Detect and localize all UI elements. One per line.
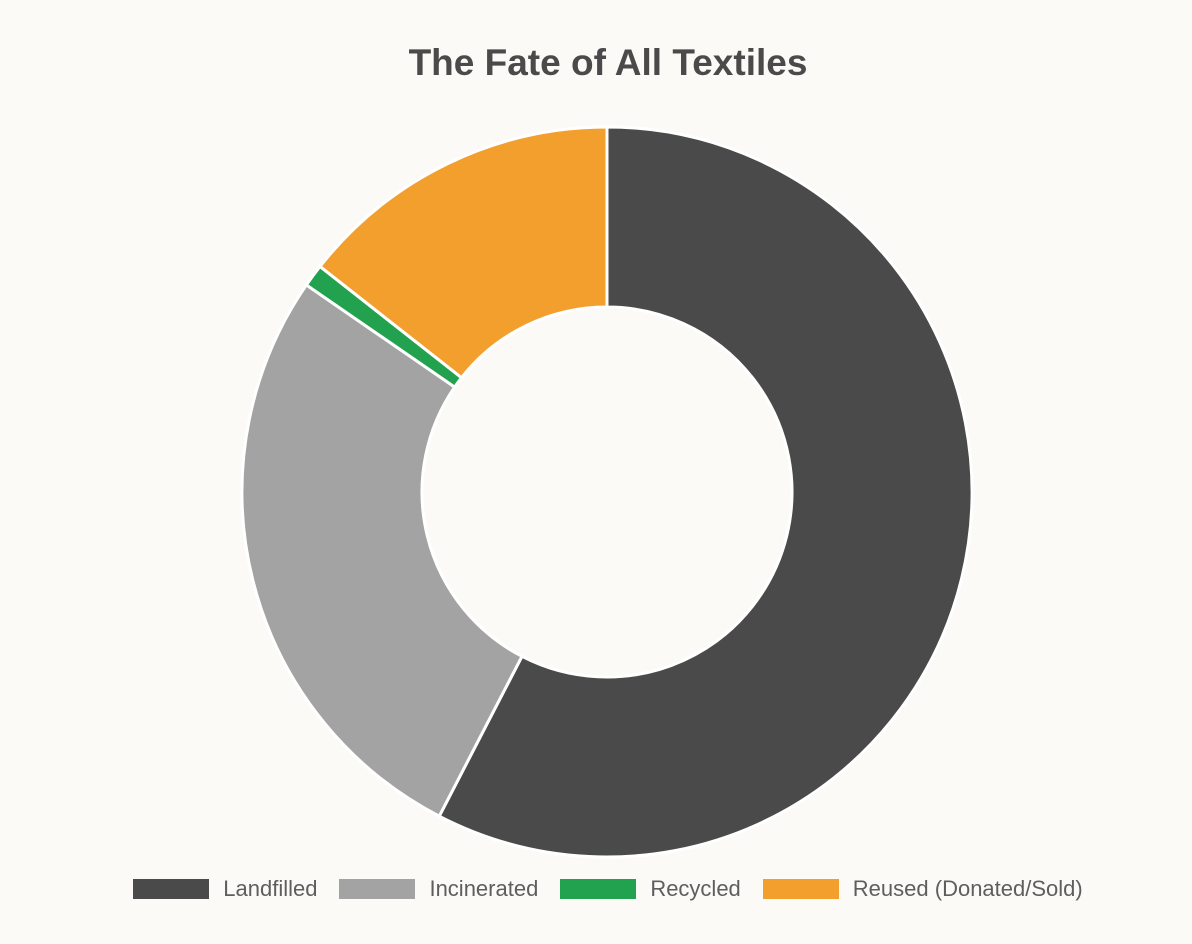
legend-label-recycled: Recycled	[650, 876, 741, 901]
slice-incinerated[interactable]	[240, 282, 524, 819]
donut-chart	[240, 125, 974, 859]
slice-landfilled[interactable]	[437, 125, 974, 859]
chart-legend: Landfilled Incinerated Recycled Reused (…	[0, 876, 1192, 902]
legend-item-landfilled[interactable]: Landfilled	[133, 876, 317, 902]
legend-swatch-recycled	[560, 879, 637, 899]
legend-item-incinerated[interactable]: Incinerated	[339, 876, 538, 902]
legend-item-reused[interactable]: Reused (Donated/Sold)	[762, 876, 1083, 902]
legend-item-recycled[interactable]: Recycled	[560, 876, 741, 902]
legend-label-incinerated: Incinerated	[429, 876, 539, 901]
chart-title: The Fate of All Textiles	[408, 42, 808, 83]
legend-swatch-incinerated	[339, 879, 416, 899]
legend-swatch-reused	[762, 879, 839, 899]
donut-slices	[240, 125, 974, 859]
slice-reused-donated-sold[interactable]	[317, 125, 609, 380]
legend-label-landfilled: Landfilled	[223, 876, 318, 901]
legend-swatch-landfilled	[133, 879, 210, 899]
legend-label-reused: Reused (Donated/Sold)	[852, 876, 1083, 901]
